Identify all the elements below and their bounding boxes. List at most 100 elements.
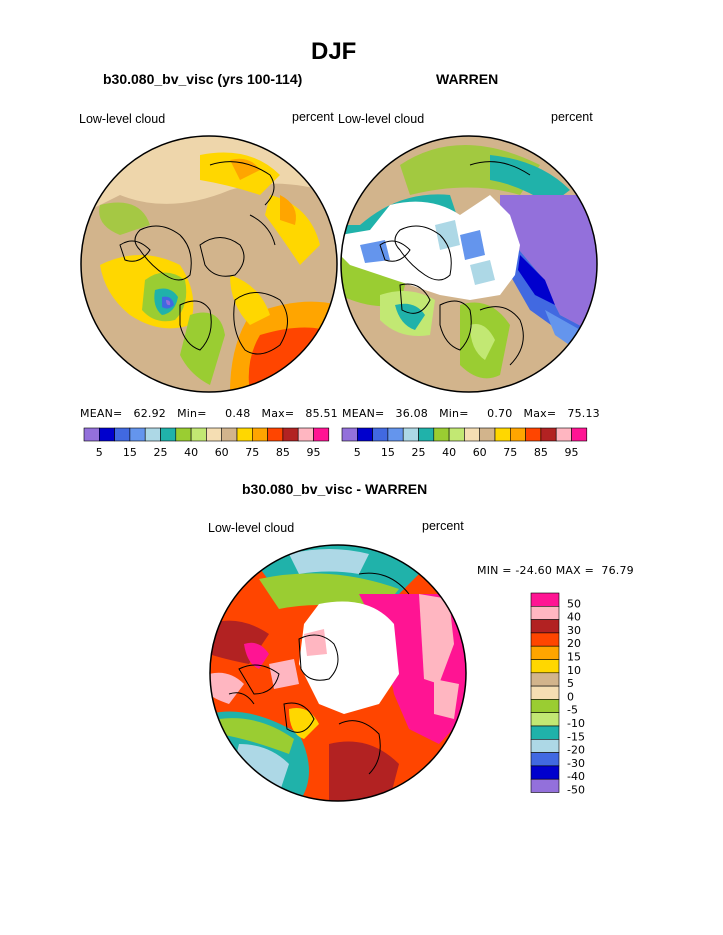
colorbar-swatch xyxy=(129,427,146,442)
right-min-label: Min= xyxy=(439,407,469,420)
colorbar-swatch xyxy=(530,672,560,687)
colorbar-swatch xyxy=(530,765,560,780)
left-polar-map xyxy=(80,135,338,393)
season-title: DJF xyxy=(311,38,357,65)
colorbar-tick-label: 60 xyxy=(473,446,487,459)
colorbar-swatch xyxy=(160,427,177,442)
colorbar-swatch xyxy=(510,427,526,442)
colorbar-tick-label: -10 xyxy=(567,717,585,730)
colorbar-tick-label: 75 xyxy=(245,446,259,459)
colorbar-swatch xyxy=(313,427,330,442)
right-variable-label: Low-level cloud xyxy=(338,112,425,126)
left-min-label: Min= xyxy=(177,407,207,420)
colorbar-swatch xyxy=(99,427,115,442)
left-colorbar: 5 15 25 40 60 75 85 95 xyxy=(83,427,330,459)
colorbar-swatch xyxy=(372,427,389,442)
colorbar-tick-label: 85 xyxy=(534,446,548,459)
colorbar-swatch xyxy=(357,427,373,442)
diff-variable-label: Low-level cloud xyxy=(208,521,295,535)
right-max-label: Max= xyxy=(523,407,557,420)
colorbar-tick-label: 40 xyxy=(567,611,581,624)
colorbar-swatch xyxy=(297,427,314,442)
colorbar-tick-label: 15 xyxy=(123,446,137,459)
right-mean-label: MEAN= xyxy=(342,407,385,420)
left-units-label: percent xyxy=(292,110,334,124)
colorbar-swatch xyxy=(530,619,560,634)
colorbar-tick-label: 60 xyxy=(215,446,229,459)
colorbar-swatch xyxy=(418,427,435,442)
colorbar-swatch xyxy=(206,427,223,442)
colorbar-swatch xyxy=(236,427,253,442)
colorbar-tick-label: 95 xyxy=(565,446,579,459)
colorbar-swatch xyxy=(530,778,560,793)
left-max-label: Max= xyxy=(261,407,295,420)
colorbar-tick-label: 0 xyxy=(567,690,574,703)
colorbar-tick-label: 30 xyxy=(567,624,581,637)
colorbar-swatch xyxy=(530,645,560,660)
right-max-value: 75.13 xyxy=(567,407,600,420)
colorbar-tick-label: 15 xyxy=(381,446,395,459)
colorbar-swatch xyxy=(267,427,284,442)
colorbar-tick-label: 20 xyxy=(567,637,581,650)
right-min-value: 0.70 xyxy=(487,407,513,420)
colorbar-swatch xyxy=(530,592,560,607)
colorbar-tick-label: 75 xyxy=(503,446,517,459)
colorbar-tick-label: 50 xyxy=(567,597,581,610)
right-units-label: percent xyxy=(551,110,593,124)
colorbar-tick-label: -5 xyxy=(567,704,578,717)
colorbar-swatch xyxy=(448,427,465,442)
diff-units-label: percent xyxy=(422,519,464,533)
colorbar-tick-label: 5 xyxy=(567,677,574,690)
colorbar-swatch xyxy=(571,427,588,442)
colorbar-swatch xyxy=(252,427,268,442)
colorbar-swatch xyxy=(190,427,207,442)
right-mean-value: 36.08 xyxy=(395,407,429,420)
colorbar-swatch xyxy=(555,427,572,442)
colorbar-tick-label: -40 xyxy=(567,770,585,783)
colorbar-swatch xyxy=(402,427,419,442)
diff-polar-map xyxy=(209,544,467,802)
colorbar-tick-label: 5 xyxy=(96,446,103,459)
colorbar-swatch xyxy=(530,685,560,700)
colorbar-swatch xyxy=(387,427,404,442)
colorbar-swatch xyxy=(530,739,560,753)
colorbar-swatch xyxy=(433,427,450,442)
colorbar-swatch xyxy=(144,427,161,442)
colorbar-swatch xyxy=(175,427,192,442)
colorbar-swatch xyxy=(530,712,560,727)
colorbar-tick-label: 15 xyxy=(567,651,581,664)
colorbar-tick-label: 5 xyxy=(354,446,361,459)
colorbar-swatch xyxy=(530,752,560,767)
colorbar-swatch xyxy=(221,427,238,442)
colorbar-tick-label: 10 xyxy=(567,664,581,677)
left-mean-label: MEAN= xyxy=(80,407,123,420)
right-polar-map xyxy=(340,135,598,393)
left-min-value: 0.48 xyxy=(225,407,251,420)
colorbar-swatch xyxy=(530,659,560,674)
colorbar-swatch xyxy=(530,606,560,620)
diff-panel-title: b30.080_bv_visc - WARREN xyxy=(242,481,428,497)
left-stats: MEAN= 62.92 Min= 0.48 Max= 85.51 xyxy=(80,407,338,420)
colorbar-swatch xyxy=(530,699,560,714)
colorbar-swatch xyxy=(530,632,560,647)
colorbar-swatch xyxy=(530,725,560,740)
colorbar-swatch xyxy=(114,427,131,442)
right-colorbar: 5 15 25 40 60 75 85 95 xyxy=(341,427,588,459)
left-max-value: 85.51 xyxy=(305,407,338,420)
colorbar-swatch xyxy=(525,427,542,442)
right-stats: MEAN= 36.08 Min= 0.70 Max= 75.13 xyxy=(342,407,600,420)
colorbar-tick-label: 95 xyxy=(307,446,321,459)
colorbar-tick-label: -30 xyxy=(567,757,585,770)
colorbar-tick-label: 40 xyxy=(442,446,456,459)
right-panel-title: WARREN xyxy=(436,71,499,87)
colorbar-tick-label: -50 xyxy=(567,784,585,797)
left-panel-title: b30.080_bv_visc (yrs 100-114) xyxy=(103,71,303,87)
colorbar-tick-label: 85 xyxy=(276,446,290,459)
left-mean-value: 62.92 xyxy=(133,407,167,420)
colorbar-swatch xyxy=(494,427,511,442)
colorbar-swatch xyxy=(282,427,299,442)
left-variable-label: Low-level cloud xyxy=(79,112,166,126)
colorbar-swatch xyxy=(464,427,481,442)
